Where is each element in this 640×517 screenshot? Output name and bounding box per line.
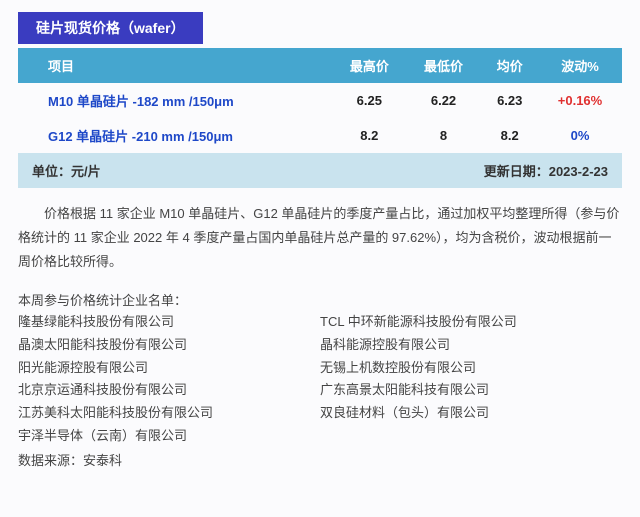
- table-title-bar: 硅片现货价格（wafer）: [18, 12, 203, 44]
- data-source: 数据来源：安泰科: [18, 450, 622, 469]
- cell-avg: 6.23: [481, 83, 538, 118]
- company-item: 隆基绿能科技股份有限公司: [18, 311, 320, 334]
- col-high: 最高价: [333, 48, 406, 83]
- companies-label: 本周参与价格统计企业名单：: [18, 290, 622, 309]
- cell-fluct: 0%: [538, 118, 622, 153]
- explain-paragraph: 价格根据 11 家企业 M10 单晶硅片、G12 单晶硅片的季度产量占比，通过加…: [18, 202, 622, 274]
- company-item: 晶澳太阳能科技股份有限公司: [18, 334, 320, 357]
- company-item: TCL 中环新能源科技股份有限公司: [320, 311, 622, 334]
- company-item: 宇泽半导体（云南）有限公司: [18, 425, 320, 448]
- cell-low: 6.22: [406, 83, 482, 118]
- company-item: 广东高景太阳能科技有限公司: [320, 379, 622, 402]
- table-row: G12 单晶硅片 -210 mm /150μm 8.2 8 8.2 0%: [18, 118, 622, 153]
- unit-label: 单位：元/片: [18, 153, 406, 188]
- company-item: 双良硅材料（包头）有限公司: [320, 402, 622, 425]
- company-item: 阳光能源控股有限公司: [18, 357, 320, 380]
- product-name: G12 单晶硅片 -210 mm /150μm: [18, 118, 333, 153]
- company-col-right: TCL 中环新能源科技股份有限公司 晶科能源控股有限公司 无锡上机数控股份有限公…: [320, 311, 622, 448]
- table-header-row: 项目 最高价 最低价 均价 波动%: [18, 48, 622, 83]
- cell-high: 8.2: [333, 118, 406, 153]
- product-name: M10 单晶硅片 -182 mm /150μm: [18, 83, 333, 118]
- company-item: 晶科能源控股有限公司: [320, 334, 622, 357]
- company-col-left: 隆基绿能科技股份有限公司 晶澳太阳能科技股份有限公司 阳光能源控股有限公司 北京…: [18, 311, 320, 448]
- cell-low: 8: [406, 118, 482, 153]
- company-columns: 隆基绿能科技股份有限公司 晶澳太阳能科技股份有限公司 阳光能源控股有限公司 北京…: [18, 311, 622, 448]
- update-date: 更新日期：2023-2-23: [406, 153, 622, 188]
- table-footer-row: 单位：元/片 更新日期：2023-2-23: [18, 153, 622, 188]
- cell-avg: 8.2: [481, 118, 538, 153]
- table-row: M10 单晶硅片 -182 mm /150μm 6.25 6.22 6.23 +…: [18, 83, 622, 118]
- cell-fluct: +0.16%: [538, 83, 622, 118]
- col-product: 项目: [18, 48, 333, 83]
- company-item: 江苏美科太阳能科技股份有限公司: [18, 402, 320, 425]
- cell-high: 6.25: [333, 83, 406, 118]
- company-item: 无锡上机数控股份有限公司: [320, 357, 622, 380]
- company-item: 北京京运通科技股份有限公司: [18, 379, 320, 402]
- col-avg: 均价: [481, 48, 538, 83]
- col-fluct: 波动%: [538, 48, 622, 83]
- col-low: 最低价: [406, 48, 482, 83]
- price-table: 项目 最高价 最低价 均价 波动% M10 单晶硅片 -182 mm /150μ…: [18, 48, 622, 188]
